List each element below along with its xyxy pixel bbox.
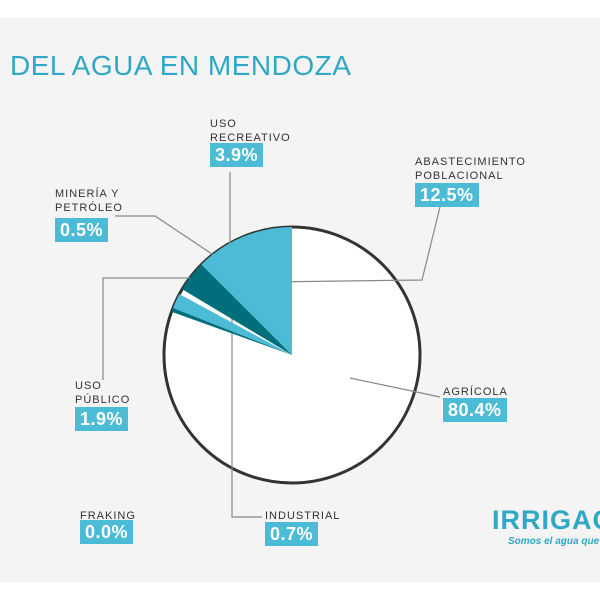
pie-slice — [172, 294, 292, 355]
leader-line — [115, 215, 219, 259]
leader-line — [267, 206, 441, 283]
value-label: 0.7% — [265, 522, 319, 546]
category-label: AGRÍCOLA — [443, 386, 508, 398]
pie-slice — [182, 264, 292, 355]
category-label: FRAKING — [80, 510, 136, 522]
pie-slice — [171, 308, 292, 355]
chart-title: DEL AGUA EN MENDOZA — [10, 50, 352, 81]
leader-line — [231, 258, 262, 518]
pie-slice — [201, 227, 292, 355]
value-label: 3.9% — [210, 143, 264, 167]
value-label: 0.0% — [80, 520, 134, 544]
value-label: 12.5% — [415, 183, 479, 207]
leader-line — [102, 277, 212, 380]
category-label: MINERÍA Y PETRÓLEO — [55, 188, 123, 214]
value-label: 0.5% — [55, 218, 109, 242]
category-label: ABASTECIMIENTO POBLACIONAL — [415, 156, 526, 182]
category-label: USO PÚBLICO — [75, 380, 131, 406]
logo: IRRIGAC — [492, 505, 600, 535]
category-label: INDUSTRIAL — [265, 510, 341, 522]
value-label: 80.4% — [443, 398, 507, 422]
category-label: USO RECREATIVO — [210, 118, 291, 144]
value-label: 1.9% — [75, 407, 129, 431]
leader-line — [349, 377, 441, 398]
tagline: Somos el agua que p — [508, 536, 600, 547]
